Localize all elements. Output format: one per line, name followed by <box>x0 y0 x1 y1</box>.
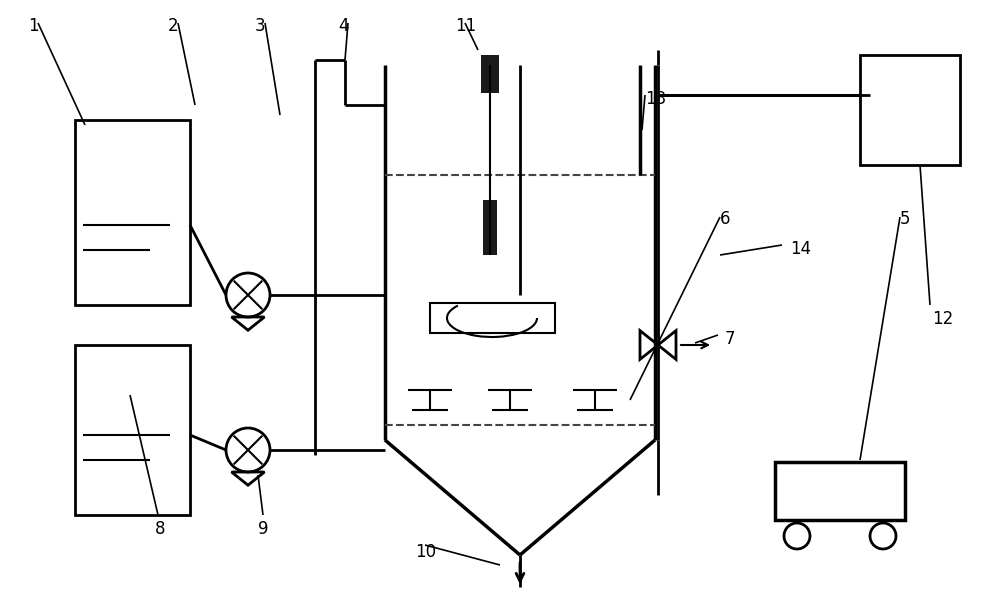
Text: 12: 12 <box>932 310 953 328</box>
Text: 11: 11 <box>455 17 476 35</box>
Bar <box>860 55 960 165</box>
Text: 2: 2 <box>168 17 179 35</box>
Text: 6: 6 <box>720 210 730 228</box>
Text: 8: 8 <box>155 520 166 538</box>
Text: 1: 1 <box>28 17 39 35</box>
Bar <box>483 200 497 255</box>
Text: 13: 13 <box>645 90 666 108</box>
Text: 10: 10 <box>415 543 436 561</box>
Bar <box>75 345 190 515</box>
Text: 14: 14 <box>790 240 811 258</box>
Text: 5: 5 <box>900 210 910 228</box>
Bar <box>775 462 905 520</box>
Text: 3: 3 <box>255 17 266 35</box>
Text: 4: 4 <box>338 17 349 35</box>
Bar <box>481 55 499 93</box>
Bar <box>75 120 190 305</box>
Text: 9: 9 <box>258 520 269 538</box>
Text: 7: 7 <box>725 330 736 348</box>
Bar <box>430 303 555 333</box>
